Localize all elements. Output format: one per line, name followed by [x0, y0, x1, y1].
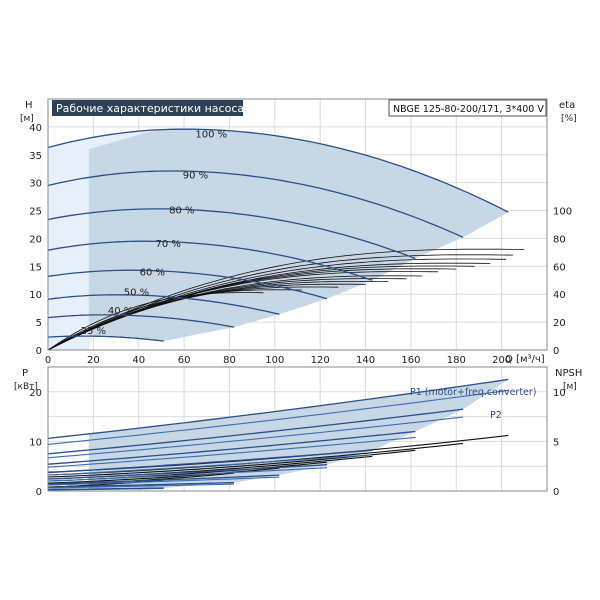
efficiency-curve	[47, 289, 303, 351]
chart-title-box	[52, 100, 243, 116]
x-tick-label: 140	[356, 355, 375, 366]
power-tick-label: 10	[29, 437, 42, 448]
head-curves	[47, 128, 509, 342]
head-ticks: 0 20 40 60 80 100 120 140 160 180 2000510152025303…	[29, 123, 572, 366]
operating-region	[88, 129, 509, 342]
efficiency-curve	[47, 286, 339, 351]
p1-curve	[47, 464, 328, 480]
p2-curve	[47, 467, 328, 482]
eta-axis-unit: [%]	[561, 114, 577, 124]
x-tick-label: 100	[265, 355, 284, 366]
y-tick-label: 30	[29, 179, 42, 190]
npsh-axis-name: NPSH	[555, 368, 582, 379]
y-tick-label: 25	[29, 207, 42, 218]
x-tick-label: 160	[401, 355, 420, 366]
head-curve	[47, 240, 373, 281]
efficiency-curve	[47, 292, 264, 351]
speed-label: 25 %	[81, 326, 106, 337]
npsh-tick-label: 10	[553, 388, 566, 399]
efficiency-curve	[47, 254, 514, 351]
pump-model: NBGE 125-80-200/171, 3*400 V	[393, 104, 544, 115]
power-range-region	[88, 379, 509, 489]
y-tick-label: 5	[36, 318, 42, 329]
p2-curve	[47, 416, 464, 459]
npsh-curve	[47, 467, 280, 484]
x-tick-label: 60	[178, 355, 191, 366]
p2-curve	[47, 436, 416, 468]
p1-curve	[47, 474, 280, 485]
head-curve	[47, 269, 328, 300]
eta-tick-label: 0	[553, 346, 559, 357]
chart-title: Рабочие характеристики насоса	[56, 102, 244, 115]
power-axis-unit: [кВт]	[14, 382, 38, 392]
operating-range-area	[48, 129, 509, 350]
p1-curve	[47, 408, 464, 455]
y-tick-label: 10	[29, 290, 42, 301]
p2-curve	[47, 476, 280, 486]
power-ticks: 0 10 20 0 5 10	[29, 388, 565, 498]
power-axis-name: P	[22, 368, 28, 379]
x-tick-label: 180	[447, 355, 466, 366]
speed-label: 60 %	[140, 267, 165, 278]
npsh-tick-label: 0	[553, 487, 559, 498]
head-curve	[47, 314, 235, 328]
eta-tick-label: 60	[553, 262, 566, 273]
power-curves	[47, 378, 509, 491]
head-curve	[47, 335, 164, 342]
efficiency-curve	[47, 281, 389, 351]
p1-curve	[47, 481, 235, 488]
eta-tick-label: 20	[553, 318, 566, 329]
eta-axis-name: eta	[559, 100, 575, 111]
speed-label: 50 %	[124, 287, 149, 298]
y-tick-label: 0	[36, 346, 42, 357]
speed-label: 80 %	[169, 205, 194, 216]
x-tick-label: 80	[223, 355, 236, 366]
head-curve	[47, 294, 280, 315]
x-tick-label: 200	[492, 355, 511, 366]
head-curve	[47, 170, 464, 238]
p2-curve	[47, 454, 373, 476]
flow-axis-label: Q [м³/ч]	[505, 354, 545, 365]
x-tick-label: 120	[311, 355, 330, 366]
p2-curve	[47, 389, 509, 445]
eta-tick-label: 100	[553, 207, 572, 218]
speed-label: 70 %	[156, 239, 181, 250]
eta-tick-label: 80	[553, 234, 566, 245]
p2-series-label: P2	[490, 410, 502, 421]
x-tick-label: 20	[87, 355, 100, 366]
p1-curve	[47, 430, 416, 465]
head-axis-unit: [м]	[20, 114, 34, 124]
speed-label: 90 %	[183, 170, 208, 181]
speed-labels: 100 % 90 % 80 % 70 % 60 % 50 % 40 %25 %	[81, 130, 228, 337]
speed-label: 40 %	[108, 306, 133, 317]
p1-curve	[47, 378, 509, 440]
speed-label: 100 %	[195, 130, 227, 141]
power-range-area	[88, 379, 509, 489]
head-curve	[47, 128, 509, 213]
x-tick-label: 0	[45, 355, 51, 366]
p1-series-label: P1 (motor+freq.converter)	[410, 387, 537, 398]
npsh-axis-unit: [м]	[563, 382, 577, 392]
eta-tick-label: 40	[553, 290, 566, 301]
y-tick-label: 35	[29, 151, 42, 162]
head-curve	[47, 208, 416, 260]
model-box	[388, 99, 547, 117]
y-tick-label: 40	[29, 123, 42, 134]
power-tick-label: 0	[36, 487, 42, 498]
power-plot-frame	[47, 366, 548, 492]
head-plot-frame	[47, 98, 548, 351]
head-axis-name: H	[25, 100, 33, 111]
p2-curve	[47, 483, 235, 489]
npsh-tick-label: 5	[553, 437, 559, 448]
y-tick-label: 20	[29, 234, 42, 245]
p1-curve	[47, 449, 373, 474]
power-tick-label: 20	[29, 388, 42, 399]
x-tick-label: 40	[132, 355, 145, 366]
y-tick-label: 15	[29, 262, 42, 273]
p1-curve	[48, 487, 164, 491]
